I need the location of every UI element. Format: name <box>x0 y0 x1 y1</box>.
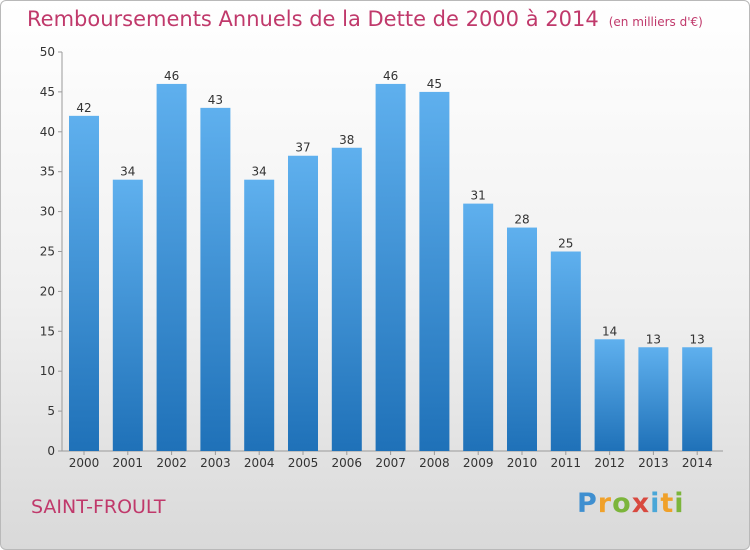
x-tick-label-2010: 2010 <box>507 456 538 470</box>
x-tick-label-2007: 2007 <box>375 456 406 470</box>
data-label-2011: 25 <box>558 237 573 251</box>
bar-2000 <box>69 115 99 451</box>
y-tick-label: 45 <box>40 85 55 99</box>
bar-2012 <box>594 339 625 451</box>
data-label-2007: 46 <box>383 69 398 83</box>
data-label-2009: 31 <box>471 189 486 203</box>
data-label-2000: 42 <box>76 101 91 115</box>
bar-2004 <box>244 179 275 451</box>
y-tick-label: 50 <box>40 45 55 59</box>
bar-2008 <box>419 91 450 452</box>
y-tick-label: 10 <box>40 364 55 378</box>
data-labels-group: 42 34 46 43 34 37 38 46 45 31 28 25 14 13 13 <box>76 69 704 346</box>
title-unit: (en milliers d'€) <box>608 15 703 29</box>
bars-group <box>69 83 713 452</box>
bar-2006 <box>331 147 362 451</box>
x-tick-label-2002: 2002 <box>156 456 187 470</box>
data-label-2003: 43 <box>208 93 223 107</box>
x-tick-label-2004: 2004 <box>244 456 275 470</box>
proxiti-logo: Proxiti <box>577 488 685 519</box>
x-tick-label-2008: 2008 <box>419 456 450 470</box>
x-axis: 2000 2001 2002 2003 2004 2005 2006 2007 2008 2009… <box>62 450 723 470</box>
y-axis: 0 5 10 15 20 25 30 35 40 45 50 <box>40 45 63 458</box>
bar-2014 <box>682 347 713 451</box>
x-tick-label-2000: 2000 <box>69 456 100 470</box>
y-tick-label: 0 <box>47 444 55 458</box>
bar-2011 <box>550 251 581 451</box>
bar-2010 <box>507 227 537 451</box>
bar-2002 <box>156 83 187 452</box>
y-tick-label: 20 <box>40 284 55 298</box>
bar-2013 <box>638 347 669 451</box>
y-tick-label: 40 <box>40 125 55 139</box>
town-name: SAINT-FROULT <box>31 496 166 518</box>
x-tick-label-2006: 2006 <box>332 456 363 470</box>
data-label-2014: 13 <box>690 332 705 346</box>
y-tick-label: 30 <box>40 205 55 219</box>
data-label-2006: 38 <box>339 133 354 147</box>
bar-2009 <box>463 203 494 451</box>
data-label-2013: 13 <box>646 332 661 346</box>
data-label-2002: 46 <box>164 69 179 83</box>
y-tick-label: 15 <box>40 324 55 338</box>
x-tick-label-2014: 2014 <box>682 456 713 470</box>
x-tick-label-2001: 2001 <box>113 456 144 470</box>
data-label-2010: 28 <box>514 213 529 227</box>
x-tick-label-2011: 2011 <box>551 456 582 470</box>
bar-2003 <box>200 107 231 452</box>
x-tick-label-2013: 2013 <box>638 456 669 470</box>
data-label-2008: 45 <box>427 77 442 91</box>
title-text: Remboursements Annuels de la Dette de 20… <box>27 7 599 31</box>
data-label-2004: 34 <box>252 165 267 179</box>
x-tick-label-2005: 2005 <box>288 456 319 470</box>
y-tick-label: 25 <box>40 245 55 259</box>
chart-title: Remboursements Annuels de la Dette de 20… <box>27 7 703 31</box>
y-tick-label: 35 <box>40 165 55 179</box>
x-tick-label-2009: 2009 <box>463 456 494 470</box>
data-label-2001: 34 <box>120 165 135 179</box>
bar-2007 <box>375 83 406 452</box>
y-tick-label: 5 <box>47 404 55 418</box>
data-label-2005: 37 <box>295 141 310 155</box>
bar-2005 <box>288 155 318 452</box>
data-label-2012: 14 <box>602 324 617 338</box>
x-tick-label-2012: 2012 <box>594 456 625 470</box>
bar-2001 <box>112 179 143 451</box>
x-tick-label-2003: 2003 <box>200 456 231 470</box>
